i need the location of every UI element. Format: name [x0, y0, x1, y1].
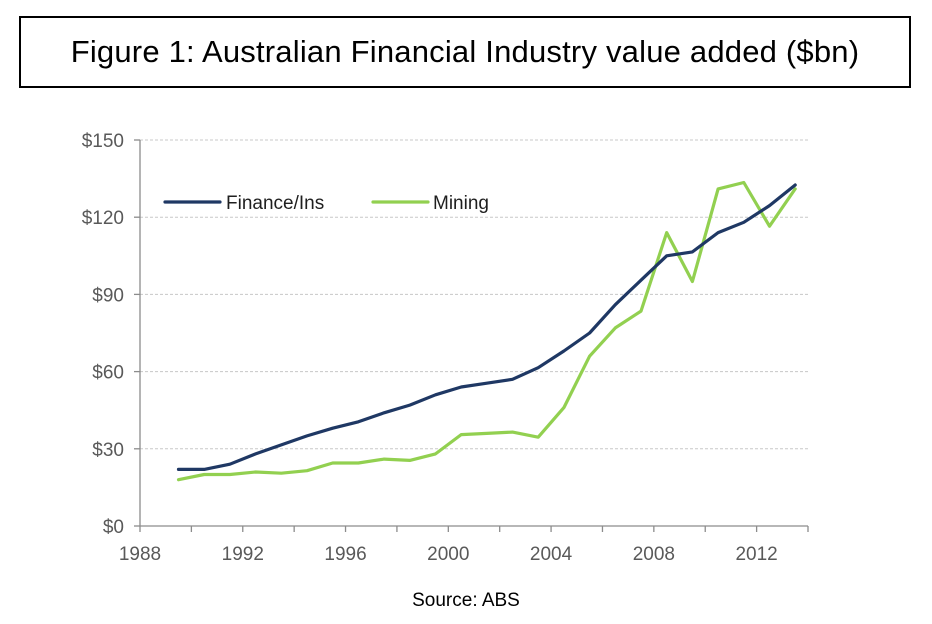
- y-tick-label-0: $0: [103, 517, 124, 538]
- series-line-finance-ins: [176, 183, 797, 471]
- series-line-mining: [176, 180, 797, 482]
- x-tick-label-1992: 1992: [222, 544, 264, 565]
- legend-label-finance-ins: Finance/Ins: [226, 193, 324, 214]
- x-tick-label-2000: 2000: [427, 544, 469, 565]
- figure-title: Figure 1: Australian Financial Industry …: [70, 34, 860, 69]
- y-tick-label-120: $120: [82, 208, 124, 229]
- x-tick-label-2004: 2004: [530, 544, 573, 565]
- y-tick-label-60: $60: [92, 363, 124, 384]
- legend-label-mining: Mining: [433, 193, 489, 214]
- x-tick-label-1996: 1996: [324, 544, 366, 565]
- x-tick-label-2012: 2012: [735, 544, 777, 565]
- y-tick-label-90: $90: [92, 285, 124, 306]
- line-chart: $0 $30 $60 $90 $120 $150 1988 1992 1996 2000 2004 2…: [82, 131, 809, 565]
- y-tick-label-30: $30: [92, 440, 124, 461]
- y-tick-label-150: $150: [82, 131, 124, 152]
- figure-title-box: Figure 1: Australian Financial Industry …: [19, 16, 911, 88]
- x-tick-label-1988: 1988: [119, 544, 161, 565]
- source-note: Source: ABS: [412, 590, 520, 611]
- x-tick-label-2008: 2008: [633, 544, 675, 565]
